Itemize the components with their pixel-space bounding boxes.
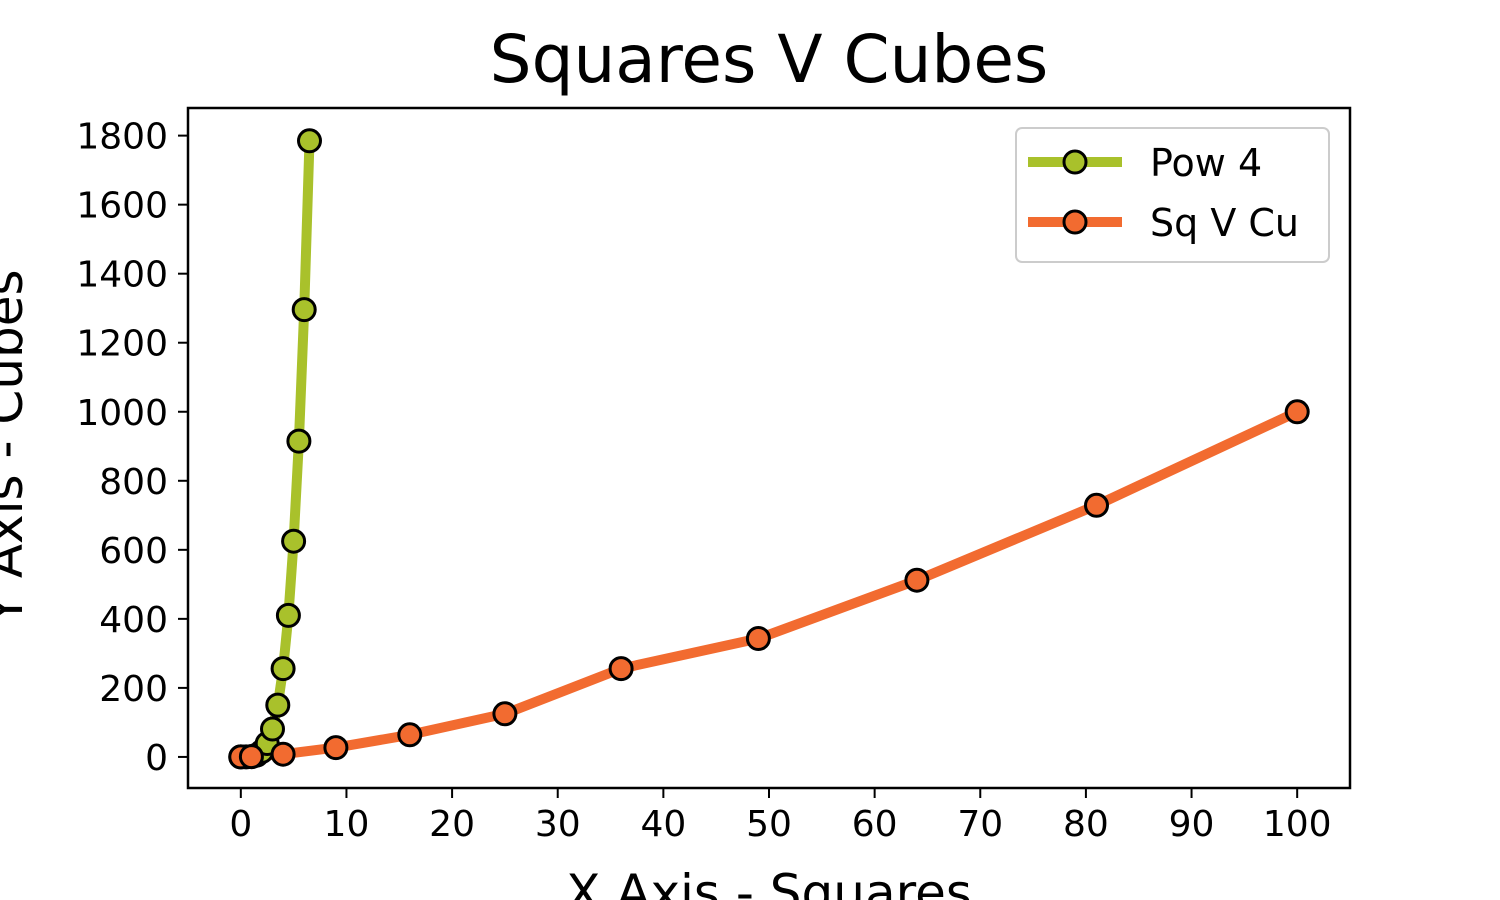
- data-point-s1-7: [265, 692, 291, 718]
- data-point-s2-4: [397, 722, 423, 748]
- data-point-s1-10: [281, 528, 307, 554]
- data-point-s1-11: [286, 428, 312, 454]
- x-tick-label: 20: [429, 804, 475, 845]
- data-point-s2-10: [1284, 399, 1310, 425]
- x-tick-label: 40: [640, 804, 686, 845]
- data-point-s2-6: [608, 656, 634, 682]
- x-axis-label: X Axis - Squares: [566, 864, 972, 900]
- y-tick-label: 1200: [76, 324, 168, 365]
- x-tick-label: 70: [957, 804, 1003, 845]
- y-axis-label: Y Axis - Cubes: [0, 269, 34, 625]
- y-tick-label: 1000: [76, 393, 168, 434]
- data-point-s2-5: [492, 701, 518, 727]
- data-point-s2-1: [238, 744, 264, 770]
- chart-title: Squares V Cubes: [490, 21, 1049, 98]
- y-tick-label: 400: [99, 600, 168, 641]
- data-point-s2-7: [745, 626, 771, 651]
- series-line-2: [240, 407, 1300, 762]
- x-tick-label: 10: [324, 804, 370, 845]
- data-point-s1-13: [297, 128, 322, 154]
- x-tick-label: 100: [1263, 804, 1332, 845]
- x-tick-label: 50: [746, 804, 792, 845]
- data-point-s1-9: [275, 602, 301, 628]
- legend-label-1: Pow 4: [1150, 141, 1262, 185]
- data-point-s2-8: [904, 567, 930, 593]
- y-tick-label: 1600: [76, 186, 168, 227]
- y-tick-label: 800: [99, 462, 168, 503]
- data-point-s1-12: [291, 297, 317, 323]
- legend: Pow 4 Sq V Cu: [1015, 127, 1330, 263]
- x-tick-label: 90: [1169, 804, 1215, 845]
- data-point-s2-3: [323, 735, 349, 761]
- data-point-s1-8: [270, 656, 296, 682]
- y-tick-label: 1400: [76, 255, 168, 296]
- y-tick-label: 1800: [76, 117, 168, 158]
- x-tick-label: 80: [1063, 804, 1109, 845]
- y-tick-label: 600: [99, 531, 168, 572]
- ticks-layer: 0 10 20 30 40 50 60 70 80 90 100020040060080010001…: [76, 117, 1331, 845]
- data-point-s1-6: [260, 716, 285, 742]
- legend-marker-1: [1062, 149, 1088, 175]
- plot-layer: [228, 128, 1310, 770]
- x-tick-label: 60: [852, 804, 898, 845]
- data-point-s2-9: [1084, 492, 1109, 518]
- data-point-s2-2: [270, 741, 296, 767]
- x-tick-label: 0: [229, 804, 252, 845]
- y-tick-label: 200: [99, 669, 168, 710]
- x-tick-label: 30: [535, 804, 581, 845]
- y-tick-label: 0: [145, 738, 168, 779]
- legend-label-2: Sq V Cu: [1150, 201, 1299, 245]
- legend-marker-2: [1062, 209, 1088, 235]
